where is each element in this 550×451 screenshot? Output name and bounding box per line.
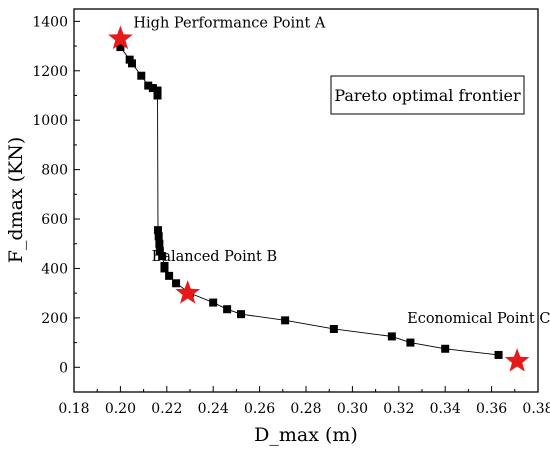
x-tick-label: 0.24 (198, 401, 229, 417)
x-axis-title: D_max (m) (254, 424, 358, 446)
data-point (494, 350, 503, 359)
x-tick-label: 0.18 (58, 401, 89, 417)
data-point (329, 324, 338, 333)
data-point (116, 43, 125, 52)
data-point (153, 91, 162, 100)
data-point (128, 59, 136, 68)
data-point (237, 310, 246, 319)
axis-ticks (73, 20, 539, 393)
data-point (387, 332, 396, 341)
data-point (209, 298, 218, 307)
point-annotations: High Performance Point A Balanced Point B… (133, 16, 550, 327)
highlighted-points (108, 25, 530, 372)
data-point (406, 338, 415, 347)
y-tick-label: 600 (41, 212, 68, 228)
x-tick-label: 0.32 (383, 401, 414, 417)
data-point (441, 344, 450, 353)
x-tick-label: 0.22 (151, 401, 182, 417)
data-point (153, 226, 162, 235)
data-point (154, 232, 163, 241)
x-tick-label: 0.30 (337, 401, 368, 417)
y-tick-label: 400 (41, 261, 68, 277)
highlight-star (504, 348, 530, 372)
data-point (155, 247, 164, 256)
y-axis-title: F_dmax (KN) (5, 137, 27, 264)
highlight-label: Economical Point C (407, 311, 550, 327)
highlight-label: Balanced Point B (152, 249, 277, 265)
y-tick-label: 200 (41, 311, 68, 327)
y-tick-label: 0 (59, 360, 68, 376)
x-tick-label: 0.28 (290, 401, 321, 417)
data-point (148, 84, 157, 93)
legend-text: Pareto optimal frontier (334, 86, 521, 105)
data-point (158, 252, 167, 261)
highlight-label: High Performance Point A (133, 16, 326, 32)
data-point (172, 279, 181, 288)
y-tick-label: 1000 (32, 113, 68, 129)
x-tick-label: 0.38 (522, 401, 550, 417)
data-point (153, 86, 162, 95)
plot-frame (73, 8, 539, 393)
x-tick-label: 0.26 (244, 401, 275, 417)
legend-box (330, 75, 525, 115)
data-point (137, 71, 146, 80)
x-tick-label: 0.36 (476, 401, 507, 417)
y-tick-label: 1200 (32, 64, 68, 80)
data-point (144, 81, 153, 90)
x-tick-label: 0.20 (105, 401, 136, 417)
data-point (281, 316, 290, 325)
y-tick-label: 800 (41, 163, 68, 179)
data-point (160, 264, 169, 273)
highlight-star (175, 280, 201, 304)
y-tick-labels: 0 200 400 600 800 1000 1200 1400 (32, 14, 68, 376)
data-point (223, 305, 232, 314)
y-tick-label: 1400 (32, 14, 68, 30)
highlight-star (108, 25, 133, 50)
data-point (165, 271, 174, 280)
pareto-points (116, 43, 503, 359)
data-point (155, 239, 164, 248)
x-tick-label: 0.34 (430, 401, 461, 417)
x-tick-labels: 0.18 0.20 0.22 0.24 0.26 0.28 0.30 0.32 0.34 0.36… (58, 401, 550, 417)
